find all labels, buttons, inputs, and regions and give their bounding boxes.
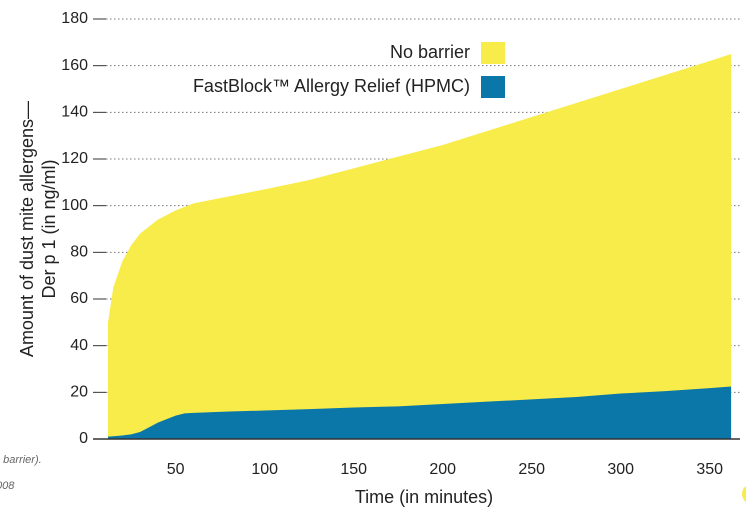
legend-label: No barrier [390, 42, 470, 62]
legend-label: FastBlock™ Allergy Relief (HPMC) [193, 76, 470, 96]
x-axis-label: Time (in minutes) [355, 487, 493, 507]
note: 008 [0, 480, 15, 492]
y-tick-label: 180 [61, 10, 88, 27]
y-tick-label: 20 [70, 384, 88, 401]
x-tick-label: 250 [518, 461, 545, 478]
area [108, 54, 732, 439]
y-tick-label: 60 [70, 290, 88, 307]
note: o barrier). [0, 454, 42, 466]
y-tick-label: 140 [61, 104, 88, 121]
x-tick-label: 300 [607, 461, 634, 478]
x-tick-label: 200 [429, 461, 456, 478]
legend-swatch [481, 42, 505, 64]
x-tick-label: 50 [167, 461, 185, 478]
y-tick-label: 40 [70, 337, 88, 354]
y-axis-label: Der p 1 (in ng/ml) [39, 159, 59, 298]
y-axis-label: Amount of dust mite allergens— [17, 101, 37, 357]
area [108, 386, 732, 439]
x-tick-label: 150 [340, 461, 367, 478]
decoration [742, 486, 746, 502]
x-tick-label: 350 [696, 461, 723, 478]
y-tick-label: 100 [61, 197, 88, 214]
y-tick-label: 120 [61, 150, 88, 167]
x-tick-label: 100 [251, 461, 278, 478]
y-tick-label: 160 [61, 57, 88, 74]
y-tick-label: 0 [79, 430, 88, 447]
legend-swatch [481, 76, 505, 98]
y-tick-label: 80 [70, 244, 88, 261]
